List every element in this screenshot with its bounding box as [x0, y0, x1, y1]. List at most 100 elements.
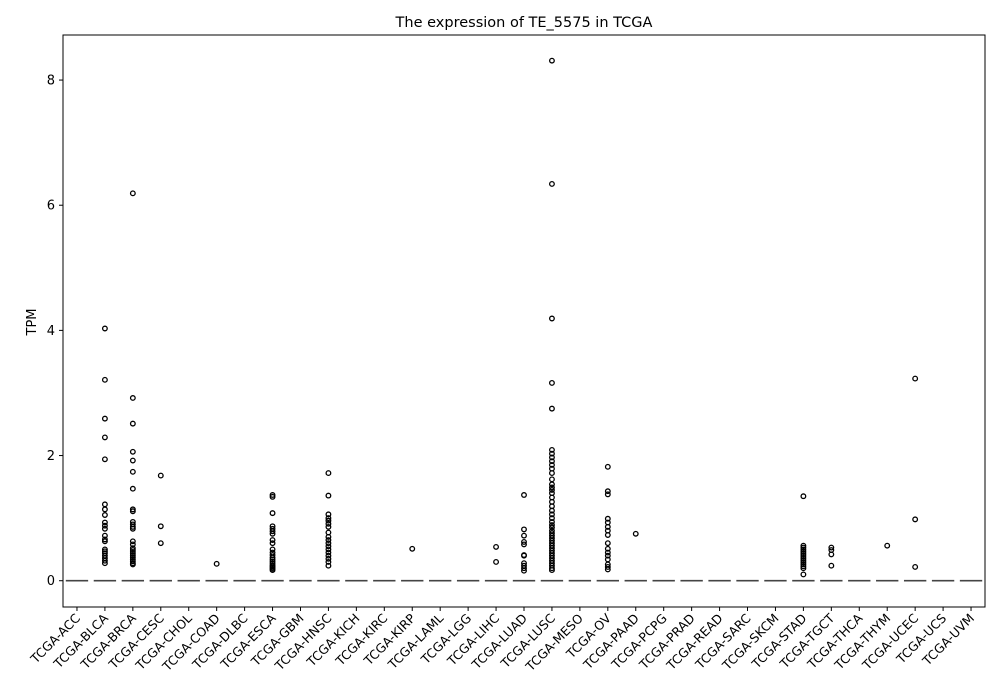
outlier-point: [548, 461, 555, 468]
outlier-point: [101, 546, 108, 553]
outlier-point: [548, 524, 555, 531]
outlier-point: [800, 548, 807, 555]
chart-title: The expression of TE_5575 in TCGA: [395, 15, 653, 31]
outlier-point: [269, 546, 276, 553]
outlier-point: [269, 537, 276, 543]
outlier-point: [129, 395, 136, 401]
outlier-point: [800, 553, 807, 560]
outlier-point: [800, 544, 807, 551]
outlier-point: [325, 562, 332, 569]
outlier-point: [493, 558, 500, 565]
outlier-point: [800, 561, 807, 568]
outlier-point: [129, 541, 136, 548]
outlier-point: [548, 57, 555, 64]
outlier-point: [325, 540, 332, 547]
outlier-point: [325, 543, 332, 550]
outlier-point: [548, 380, 555, 386]
y-axis-label: TPM: [25, 309, 40, 337]
outlier-point: [521, 538, 527, 545]
outlier-point: [129, 508, 136, 515]
outlier-point: [101, 560, 108, 567]
y-tick-label: 2: [47, 449, 55, 464]
outlier-point: [129, 485, 136, 492]
outlier-point: [157, 523, 164, 530]
outlier-point: [129, 525, 136, 532]
outlier-point: [325, 517, 332, 524]
outlier-point: [101, 522, 108, 529]
outlier-point: [604, 566, 611, 573]
outlier-point: [101, 536, 108, 543]
outlier-point: [101, 519, 108, 526]
outlier-point: [548, 180, 555, 187]
outlier-point: [548, 484, 555, 491]
outlier-point: [325, 555, 332, 562]
outlier-point: [604, 491, 611, 498]
outlier-point: [828, 562, 835, 569]
outlier-point: [548, 481, 555, 488]
outlier-point: [521, 526, 527, 533]
outlier-point: [548, 515, 555, 522]
outlier-point: [604, 549, 611, 556]
outlier-point: [129, 523, 136, 530]
outlier-point: [269, 554, 276, 561]
outlier-point: [325, 558, 332, 565]
outlier-point: [129, 554, 136, 561]
outlier-point: [548, 315, 555, 322]
outlier-point: [800, 555, 807, 562]
outlier-point: [325, 523, 332, 530]
y-tick-label: 0: [47, 574, 55, 589]
outlier-point: [521, 552, 527, 559]
outlier-point: [604, 563, 611, 570]
outlier-point: [521, 565, 527, 572]
outlier-point: [800, 571, 807, 578]
outlier-point: [912, 375, 919, 382]
outlier-point: [800, 559, 807, 566]
outlier-point: [269, 510, 276, 517]
outlier-point: [101, 525, 108, 532]
outlier-point: [800, 546, 807, 553]
outlier-point: [101, 415, 108, 422]
outlier-point: [129, 448, 136, 455]
outlier-point: [548, 567, 555, 574]
outlier-point: [269, 530, 276, 537]
outlier-point: [213, 560, 220, 567]
outlier-point: [548, 458, 555, 465]
outlier-point: [129, 420, 136, 427]
outlier-point: [101, 557, 108, 564]
outlier-point: [129, 190, 136, 197]
outlier-point: [101, 325, 108, 332]
outlier-point: [548, 476, 555, 483]
outlier-point: [101, 376, 108, 383]
outlier-point: [129, 550, 136, 557]
outlier-point: [800, 563, 807, 570]
outlier-point: [325, 546, 332, 553]
outlier-point: [800, 493, 807, 500]
outlier-point: [828, 544, 835, 551]
outlier-point: [912, 516, 919, 523]
outlier-point: [101, 512, 108, 518]
outlier-point: [325, 537, 332, 543]
outlier-point: [521, 532, 527, 539]
outlier-point: [269, 493, 276, 500]
outlier-point: [604, 540, 611, 547]
outlier-point: [548, 565, 555, 572]
outlier-point: [548, 446, 555, 453]
outlier-point: [325, 515, 332, 522]
outlier-point: [269, 492, 276, 498]
outlier-point: [129, 545, 136, 552]
outlier-point: [800, 542, 807, 549]
outlier-point: [604, 488, 611, 495]
outlier-point: [548, 487, 555, 493]
outlier-point: [548, 470, 555, 477]
outlier-point: [129, 558, 136, 565]
outlier-point: [409, 545, 416, 552]
outlier-point: [129, 548, 136, 555]
outlier-point: [157, 472, 164, 479]
outlier-point: [101, 456, 108, 463]
outlier-point: [157, 540, 164, 547]
outlier-point: [101, 532, 108, 539]
outlier-point: [129, 468, 136, 475]
outlier-point: [800, 557, 807, 564]
outlier-point: [604, 545, 611, 552]
